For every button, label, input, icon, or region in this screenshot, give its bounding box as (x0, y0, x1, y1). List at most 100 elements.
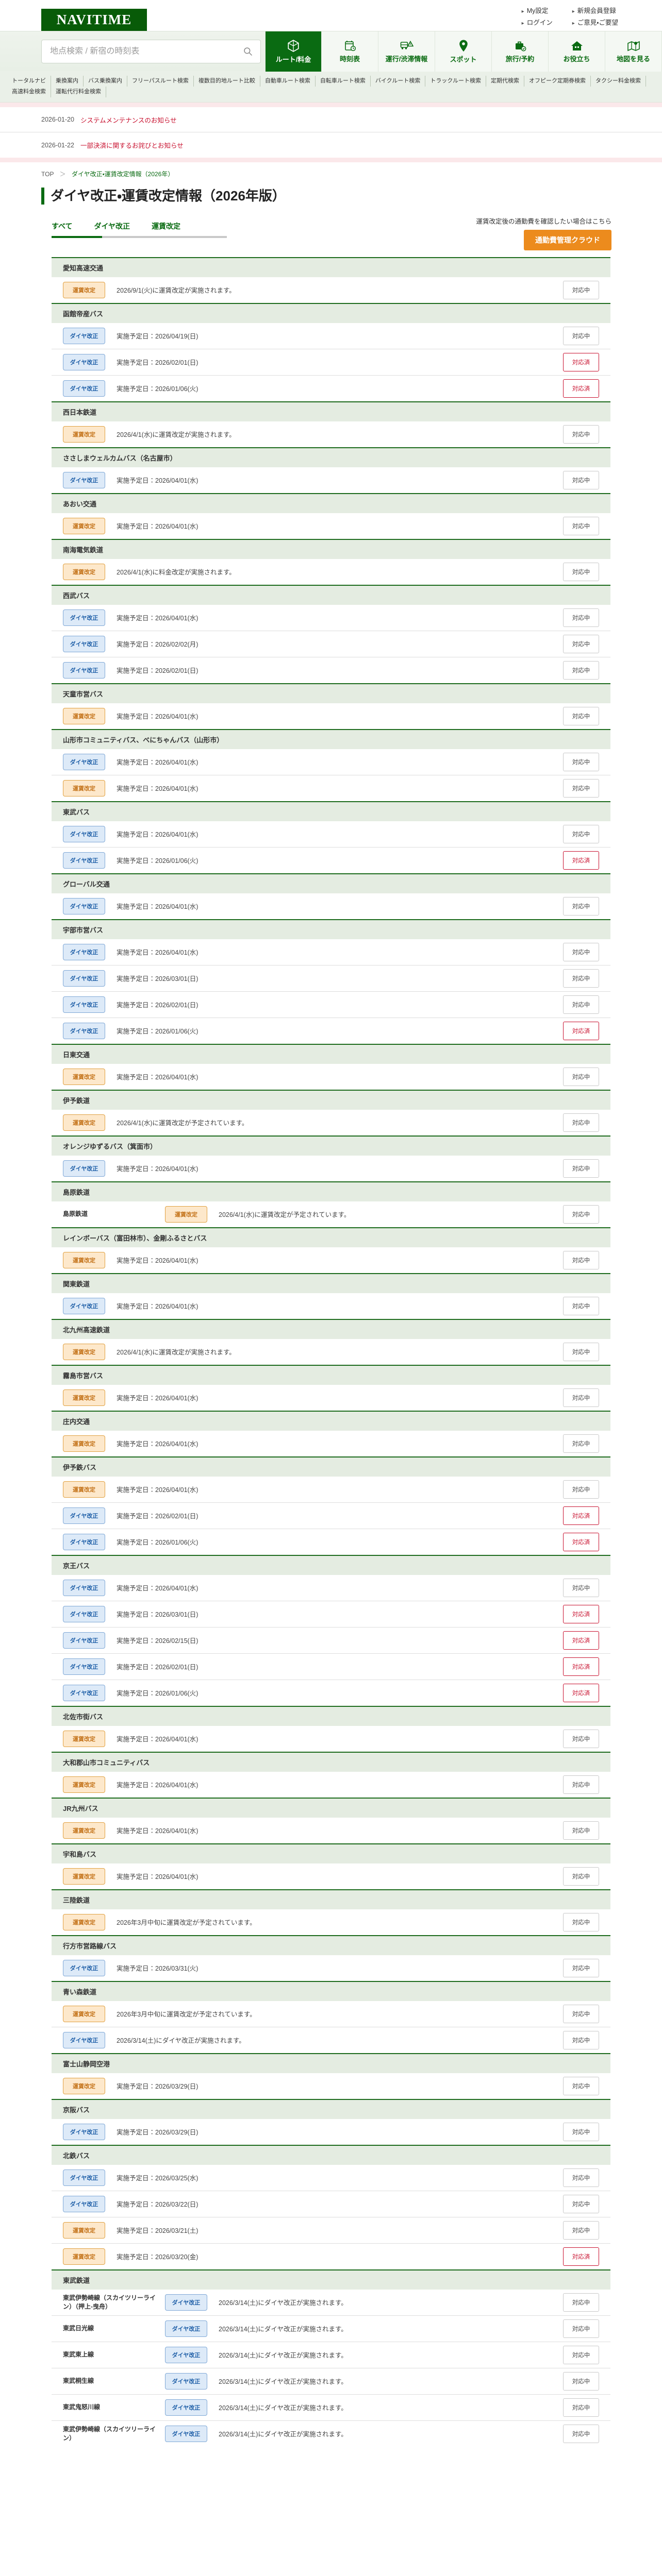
revision-row[interactable]: ダイヤ改正 実施予定日：2026/03/29(日) 対応中 (52, 2119, 610, 2145)
revision-row[interactable]: 運賃改定 実施予定日：2026/04/01(水) 対応中 (52, 1247, 610, 1273)
status-badge: 対応済 (563, 1631, 599, 1650)
sub-nav-link[interactable]: 自転車ルート検索 (316, 76, 371, 87)
revision-row[interactable]: ダイヤ改正 実施予定日：2026/03/25(水) 対応中 (52, 2164, 610, 2191)
revision-row[interactable]: ダイヤ改正 実施予定日：2026/04/19(日) 対応中 (52, 323, 610, 349)
utility-link-feedback[interactable]: ご意見・ご要望 (572, 17, 618, 27)
revision-row[interactable]: ダイヤ改正 実施予定日：2026/04/01(水) 対応中 (52, 893, 610, 919)
sub-nav-link[interactable]: オフピーク定期券検索 (524, 76, 591, 87)
sub-nav-link[interactable]: 定期代検索 (486, 76, 525, 87)
revision-row[interactable]: ダイヤ改正 実施予定日：2026/04/01(水) 対応中 (52, 939, 610, 965)
revision-row[interactable]: ダイヤ改正 実施予定日：2026/04/01(水) 対応中 (52, 821, 610, 848)
revision-row[interactable]: 運賃改定 実施予定日：2026/03/29(日) 対応中 (52, 2073, 610, 2099)
revision-row[interactable]: 運賃改定 実施予定日：2026/04/01(水) 対応中 (52, 1063, 610, 1090)
tab-fare[interactable]: 運賃改定 (152, 222, 181, 230)
revision-row[interactable]: 運賃改定 2026/4/1(水)に運賃改定が実施されます。 対応中 (52, 1338, 610, 1365)
revision-row[interactable]: ダイヤ改正 実施予定日：2026/03/01(日) 対応中 (52, 965, 610, 992)
sub-nav-link[interactable]: 自動車ルート検索 (260, 76, 316, 87)
revision-row[interactable]: 運賃改定 実施予定日：2026/04/01(水) 対応中 (52, 703, 610, 729)
revision-row[interactable]: 運賃改定 2026年3月中旬に運賃改定が予定されています。 対応中 (52, 1909, 610, 1935)
revision-row[interactable]: ダイヤ改正 実施予定日：2026/04/01(水) 対応中 (52, 467, 610, 493)
revision-row[interactable]: 運賃改定 2026/4/1(水)に料金改定が実施されます。 対応中 (52, 558, 610, 585)
utility-link-my-settings[interactable]: My設定 (522, 5, 553, 15)
commute-cloud-button[interactable]: 通勤費管理クラウド (524, 229, 611, 250)
revision-row[interactable]: 運賃改定 実施予定日：2026/04/01(水) 対応中 (52, 1725, 610, 1752)
tab-all[interactable]: すべて (52, 222, 73, 230)
sub-nav-link[interactable]: 運転代行料金検索 (51, 87, 106, 97)
revision-row[interactable]: ダイヤ改正 実施予定日：2026/01/06(火) 対応済 (52, 1680, 610, 1706)
nav-item-route-fare[interactable]: ルート/料金 (265, 31, 322, 72)
revision-row[interactable]: ダイヤ改正 実施予定日：2026/04/01(水) 対応中 (52, 1574, 610, 1601)
revision-row[interactable]: ダイヤ改正 実施予定日：2026/01/06(火) 対応済 (52, 1018, 610, 1044)
utility-link-login[interactable]: ログイン (522, 17, 553, 27)
notice-row[interactable]: 2026-01-20 システムメンテナンスのお知らせ (0, 107, 662, 132)
sub-nav-link[interactable]: 高速料金検索 (7, 87, 51, 97)
revision-row[interactable]: 運賃改定 実施予定日：2026/04/01(水) 対応中 (52, 1384, 610, 1411)
revision-row[interactable]: ダイヤ改正 実施予定日：2026/04/01(水) 対応中 (52, 604, 610, 631)
revision-row[interactable]: ダイヤ改正 実施予定日：2026/02/01(日) 対応中 (52, 991, 610, 1018)
search-box[interactable] (41, 39, 261, 63)
sub-nav-link[interactable]: 乗換案内 (51, 76, 84, 87)
nav-item-travel-booking[interactable]: 旅行/予約 (492, 31, 549, 72)
revision-row[interactable]: 運賃改定 実施予定日：2026/04/01(水) 対応中 (52, 1771, 610, 1798)
sub-nav-link[interactable]: トラックルート検索 (425, 76, 487, 87)
revision-row[interactable]: ダイヤ改正 実施予定日：2026/02/15(日) 対応済 (52, 1627, 610, 1654)
revision-row[interactable]: 運賃改定 実施予定日：2026/03/20(金) 対応済 (52, 2243, 610, 2269)
revision-row[interactable]: ダイヤ改正 実施予定日：2026/02/01(日) 対応済 (52, 1653, 610, 1680)
revision-row[interactable]: 運賃改定 2026/4/1(水)に運賃改定が実施されます。 対応中 (52, 421, 610, 447)
revision-row[interactable]: ダイヤ改正 実施予定日：2026/02/02(月) 対応中 (52, 631, 610, 657)
search-icon[interactable] (243, 46, 253, 57)
revision-row[interactable]: ダイヤ改正 実施予定日：2026/04/01(水) 対応中 (52, 1155, 610, 1181)
notice-row[interactable]: 2026-01-22 一部決済に関するお詫びとお知らせ (0, 132, 662, 158)
navitime-logo[interactable]: NAVITIME (41, 9, 147, 31)
revision-row[interactable]: ダイヤ改正 実施予定日：2026/02/01(日) 対応中 (52, 657, 610, 683)
revision-row[interactable]: ダイヤ改正 実施予定日：2026/04/01(水) 対応中 (52, 1293, 610, 1319)
breadcrumb-home[interactable]: TOP (41, 171, 54, 178)
revision-row[interactable]: 運賃改定 実施予定日：2026/04/01(水) 対応中 (52, 513, 610, 539)
badge-fare-revision: 運賃改定 (63, 426, 105, 443)
revision-row[interactable]: 運賃改定 2026年3月中旬に運賃改定が予定されています。 対応中 (52, 2001, 610, 2027)
revision-row[interactable]: 運賃改定 実施予定日：2026/04/01(水) 対応中 (52, 1476, 610, 1503)
revision-row[interactable]: ダイヤ改正 実施予定日：2026/02/01(日) 対応済 (52, 349, 610, 376)
nav-item-useful[interactable]: お役立ち (549, 31, 605, 72)
revision-row[interactable]: 東武日光線 ダイヤ改正 2026/3/14(土)にダイヤ改正が実施されます。 対応中 (52, 2315, 610, 2342)
revision-row[interactable]: ダイヤ改正 実施予定日：2026/03/01(日) 対応済 (52, 1601, 610, 1628)
badge-diagram-revision: ダイヤ改正 (63, 970, 105, 987)
revision-row[interactable]: ダイヤ改正 実施予定日：2026/03/22(日) 対応中 (52, 2191, 610, 2217)
revision-row[interactable]: ダイヤ改正 実施予定日：2026/03/31(火) 対応中 (52, 1955, 610, 1981)
revision-row[interactable]: 運賃改定 実施予定日：2026/04/01(水) 対応中 (52, 775, 610, 801)
revision-row[interactable]: 運賃改定 実施予定日：2026/03/21(土) 対応中 (52, 2217, 610, 2244)
revision-row[interactable]: 運賃改定 2026/4/1(水)に運賃改定が予定されています。 対応中 (52, 1109, 610, 1136)
utility-link-register[interactable]: 新規会員登録 (572, 5, 618, 15)
sub-nav-link[interactable]: フリーパスルート検索 (127, 76, 194, 87)
notice-link[interactable]: 一部決済に関するお詫びとお知らせ (80, 142, 184, 149)
sub-nav-link[interactable]: バス乗換案内 (84, 76, 127, 87)
revision-row[interactable]: 東武伊勢崎線（スカイツリーライン）（押上-曳舟） ダイヤ改正 2026/3/14(土… (52, 2289, 610, 2316)
search-input[interactable] (49, 46, 243, 57)
revision-row[interactable]: ダイヤ改正 実施予定日：2026/01/06(火) 対応済 (52, 1529, 610, 1555)
nav-item-timetable[interactable]: 時刻表 (322, 31, 378, 72)
sub-nav-link[interactable]: トータルナビ (7, 76, 51, 87)
revision-row[interactable]: 東武鬼怒川線 ダイヤ改正 2026/3/14(土)にダイヤ改正が実施されます。 対応中 (52, 2394, 610, 2421)
revision-row[interactable]: ダイヤ改正 実施予定日：2026/04/01(水) 対応中 (52, 749, 610, 775)
revision-row[interactable]: ダイヤ改正 2026/3/14(土)にダイヤ改正が実施されます。 対応中 (52, 2027, 610, 2053)
revision-row[interactable]: 東武桐生線 ダイヤ改正 2026/3/14(土)にダイヤ改正が実施されます。 対応中 (52, 2368, 610, 2395)
revision-row[interactable]: 運賃改定 実施予定日：2026/04/01(水) 対応中 (52, 1817, 610, 1843)
breadcrumb-current[interactable]: ダイヤ改正・運賃改定情報（2026年） (71, 171, 174, 178)
revision-row[interactable]: 運賃改定 実施予定日：2026/04/01(水) 対応中 (52, 1863, 610, 1889)
revision-row[interactable]: 運賃改定 実施予定日：2026/04/01(水) 対応中 (52, 1430, 610, 1456)
revision-row[interactable]: 島原鉄道 運賃改定 2026/4/1(水)に運賃改定が予定されています。 対応中 (52, 1201, 610, 1227)
notice-link[interactable]: システムメンテナンスのお知らせ (80, 116, 177, 124)
revision-row[interactable]: ダイヤ改正 実施予定日：2026/02/01(日) 対応済 (52, 1502, 610, 1529)
nav-item-view-map[interactable]: 地図を見る (605, 31, 662, 72)
nav-item-traffic[interactable]: 運行/渋滞情報 (378, 31, 435, 72)
revision-row[interactable]: ダイヤ改正 実施予定日：2026/01/06(火) 対応済 (52, 375, 610, 401)
revision-row[interactable]: 東武東上線 ダイヤ改正 2026/3/14(土)にダイヤ改正が実施されます。 対応中 (52, 2342, 610, 2368)
sub-nav-link[interactable]: バイクルート検索 (371, 76, 426, 87)
revision-row[interactable]: 運賃改定 2026/9/1(火)に運賃改定が実施されます。 対応中 (52, 277, 610, 303)
tab-diagram[interactable]: ダイヤ改正 (94, 222, 130, 230)
revision-row[interactable]: ダイヤ改正 実施予定日：2026/01/06(火) 対応済 (52, 847, 610, 873)
revision-row[interactable]: 東武伊勢崎線（スカイツリーライン） ダイヤ改正 2026/3/14(土)にダイヤ改正… (52, 2420, 610, 2447)
nav-item-spot[interactable]: スポット (435, 31, 492, 72)
sub-nav-link[interactable]: 複数目的地ルート比較 (194, 76, 260, 87)
sub-nav-link[interactable]: タクシー料金検索 (591, 76, 647, 87)
